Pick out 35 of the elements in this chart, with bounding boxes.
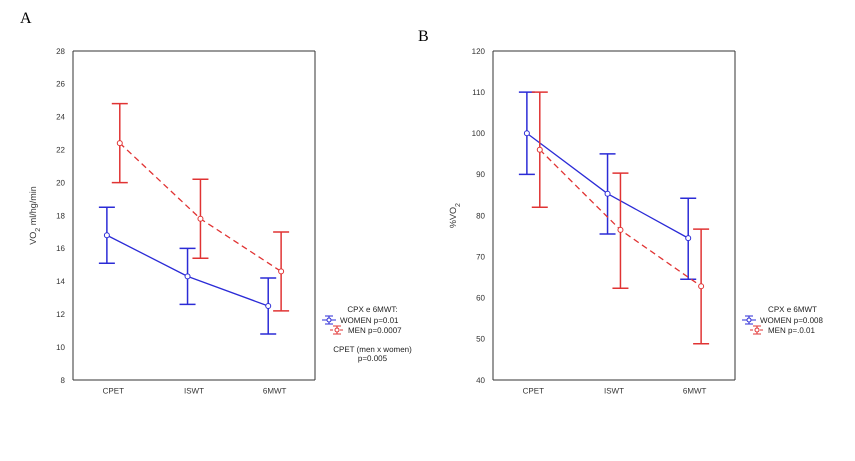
y-tick-label: 28	[56, 46, 66, 56]
y-tick-label: 40	[476, 376, 486, 385]
y-tick-label: 18	[56, 211, 66, 220]
y-tick-label: 110	[472, 88, 486, 97]
y-tick-label: 12	[56, 310, 66, 320]
y-tick-label: 16	[56, 244, 66, 254]
y-tick-label: 22	[56, 146, 66, 155]
text: CPET (men x women) p=0.005	[332, 345, 413, 363]
y-tick-label: 120	[472, 46, 486, 56]
y-tick-label: 50	[476, 334, 486, 344]
y-tick-label: 8	[60, 376, 66, 385]
y-tick-label: 60	[476, 294, 486, 303]
x-tick-label: CPET	[522, 386, 544, 396]
legend-label: WOMEN p=0.008	[760, 316, 823, 324]
x-tick-label: CPET	[102, 386, 124, 396]
y-tick-label: 14	[56, 277, 66, 286]
y-tick-label: 26	[56, 80, 66, 89]
x-tick-label: ISWT	[184, 386, 204, 396]
legend-title: CPX e 6MWT	[767, 305, 818, 314]
y-tick-label: 24	[56, 112, 66, 122]
y-tick-label: 70	[476, 252, 486, 262]
legend-title: CPX e 6MWT:	[346, 305, 399, 314]
legend-label: MEN p=.0.01	[768, 326, 815, 334]
chart-title: A	[20, 10, 32, 28]
x-tick-label: ISWT	[604, 386, 624, 396]
x-tick-label: 6MWT	[262, 386, 287, 396]
y-tick-label: 20	[56, 178, 66, 188]
y-tick-label: 10	[56, 342, 66, 352]
y-tick-label: 80	[476, 211, 486, 220]
y-tick-label: 90	[476, 170, 486, 180]
legend-label: WOMEN p=0.01	[340, 316, 398, 324]
y-tick-label: 100	[472, 129, 486, 138]
legend-label: MEN p=0.0007	[348, 326, 402, 334]
x-tick-label: 6MWT	[682, 386, 707, 396]
chart-title: B	[418, 28, 429, 46]
